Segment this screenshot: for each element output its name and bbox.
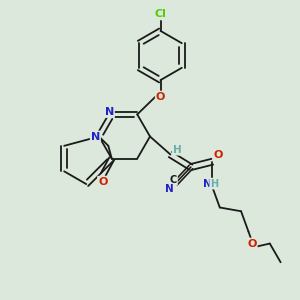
Text: N: N <box>165 184 174 194</box>
Text: H: H <box>172 145 182 155</box>
Text: N: N <box>105 107 114 117</box>
Text: O: O <box>156 92 165 102</box>
Text: O: O <box>98 177 107 187</box>
Text: N: N <box>91 131 100 142</box>
Text: O: O <box>213 150 223 160</box>
Text: C: C <box>170 175 177 185</box>
Text: Cl: Cl <box>154 9 166 20</box>
Text: N: N <box>202 178 211 189</box>
Text: H: H <box>210 178 218 189</box>
Text: O: O <box>248 238 257 248</box>
